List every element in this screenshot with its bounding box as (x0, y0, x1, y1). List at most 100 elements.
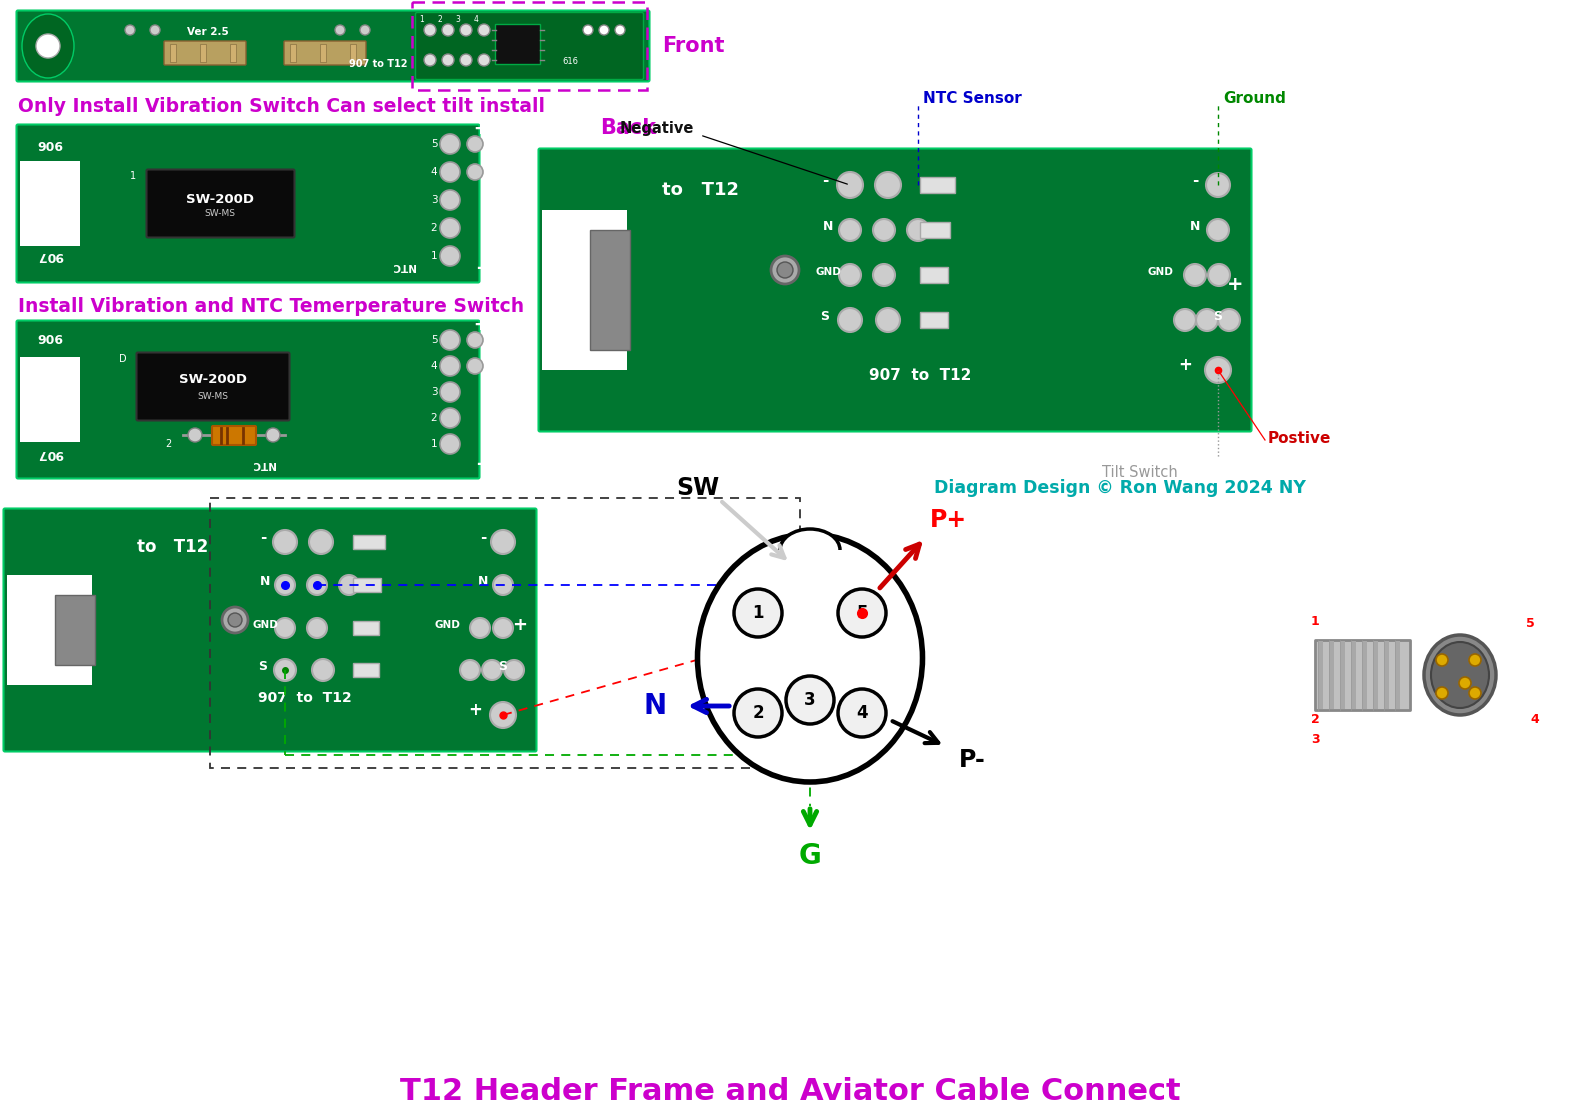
Text: +: + (1179, 356, 1191, 374)
FancyBboxPatch shape (16, 124, 479, 282)
Text: GND: GND (815, 267, 841, 277)
Circle shape (874, 220, 894, 241)
Circle shape (439, 190, 460, 211)
Text: GND: GND (1147, 267, 1172, 277)
Text: Tilt Switch: Tilt Switch (1103, 465, 1177, 479)
Circle shape (439, 162, 460, 183)
Circle shape (423, 24, 436, 36)
Circle shape (468, 332, 483, 348)
Ellipse shape (781, 529, 841, 571)
Text: 907  to  T12: 907 to T12 (869, 368, 972, 383)
FancyBboxPatch shape (16, 320, 479, 478)
Circle shape (460, 660, 480, 680)
Text: 907: 907 (36, 249, 63, 262)
Text: NTC Sensor: NTC Sensor (923, 91, 1022, 105)
Text: S: S (1213, 310, 1223, 323)
Text: 4: 4 (856, 704, 867, 722)
Text: 2: 2 (1311, 713, 1319, 726)
Circle shape (875, 172, 901, 198)
Text: 3: 3 (455, 15, 460, 24)
Circle shape (1174, 309, 1196, 332)
Text: Only Install Vibration Switch Can select tilt install: Only Install Vibration Switch Can select… (17, 96, 545, 115)
Text: G: G (798, 842, 822, 870)
Text: 2: 2 (752, 704, 763, 722)
Text: 2: 2 (431, 223, 438, 233)
Text: N: N (823, 220, 833, 233)
Text: 4: 4 (431, 361, 438, 371)
Bar (1340, 641, 1345, 709)
Bar (352, 578, 381, 592)
Text: +: + (512, 616, 528, 634)
Text: N: N (477, 575, 488, 588)
Text: +: + (472, 316, 487, 334)
Bar (1351, 641, 1356, 709)
Text: 1: 1 (752, 604, 763, 622)
Bar (1329, 641, 1334, 709)
Text: Ground: Ground (1223, 91, 1286, 105)
Bar (1395, 641, 1400, 709)
Text: T12 Header Frame and Aviator Cable Connect: T12 Header Frame and Aviator Cable Conne… (400, 1077, 1180, 1107)
Text: -: - (259, 530, 265, 545)
Circle shape (469, 618, 490, 638)
Circle shape (1183, 264, 1206, 286)
FancyBboxPatch shape (284, 41, 367, 65)
Text: GND: GND (435, 620, 460, 631)
Circle shape (468, 164, 483, 180)
Circle shape (442, 54, 453, 66)
Circle shape (150, 25, 160, 35)
Text: -: - (822, 172, 828, 188)
Text: 5: 5 (856, 604, 867, 622)
Text: 5: 5 (431, 335, 438, 345)
Circle shape (837, 689, 886, 737)
Bar (412, 2, 646, 90)
Circle shape (360, 25, 370, 35)
Text: 1: 1 (420, 15, 425, 24)
Bar (920, 177, 954, 193)
Circle shape (837, 308, 863, 332)
Text: 2: 2 (438, 15, 442, 24)
FancyBboxPatch shape (212, 426, 256, 445)
FancyBboxPatch shape (147, 169, 294, 237)
Circle shape (785, 676, 834, 724)
Circle shape (493, 618, 514, 638)
Text: S: S (820, 310, 830, 323)
Text: 1: 1 (431, 439, 438, 449)
Circle shape (907, 220, 929, 241)
Bar (1315, 640, 1409, 710)
Text: 3: 3 (804, 691, 815, 709)
Bar (1373, 641, 1378, 709)
Text: 5: 5 (431, 139, 438, 149)
Bar (352, 620, 379, 635)
Circle shape (275, 575, 295, 595)
Text: SW-MS: SW-MS (204, 208, 235, 217)
Circle shape (482, 660, 502, 680)
Text: Back: Back (600, 118, 656, 138)
Circle shape (228, 613, 242, 627)
Text: 4: 4 (1531, 713, 1539, 726)
Text: 907 to T12: 907 to T12 (349, 59, 408, 69)
Text: SW-MS: SW-MS (198, 392, 229, 401)
FancyBboxPatch shape (3, 508, 537, 752)
Circle shape (735, 689, 782, 737)
Circle shape (439, 382, 460, 402)
Circle shape (1436, 687, 1447, 699)
Text: +: + (468, 701, 482, 719)
Bar (920, 222, 950, 239)
Text: to   T12: to T12 (137, 538, 209, 556)
Text: GND: GND (253, 620, 278, 631)
Circle shape (599, 25, 608, 35)
Bar (201, 44, 205, 62)
Circle shape (125, 25, 134, 35)
Text: 1: 1 (130, 171, 136, 181)
Circle shape (335, 25, 344, 35)
Bar (351, 44, 356, 62)
Text: 1: 1 (431, 251, 438, 261)
Ellipse shape (22, 15, 74, 78)
Circle shape (273, 530, 297, 554)
Text: N: N (259, 575, 270, 588)
Circle shape (439, 435, 460, 454)
Text: P+: P+ (929, 508, 967, 532)
Text: 4: 4 (431, 167, 438, 177)
Bar (776, 550, 845, 580)
Circle shape (583, 25, 592, 35)
